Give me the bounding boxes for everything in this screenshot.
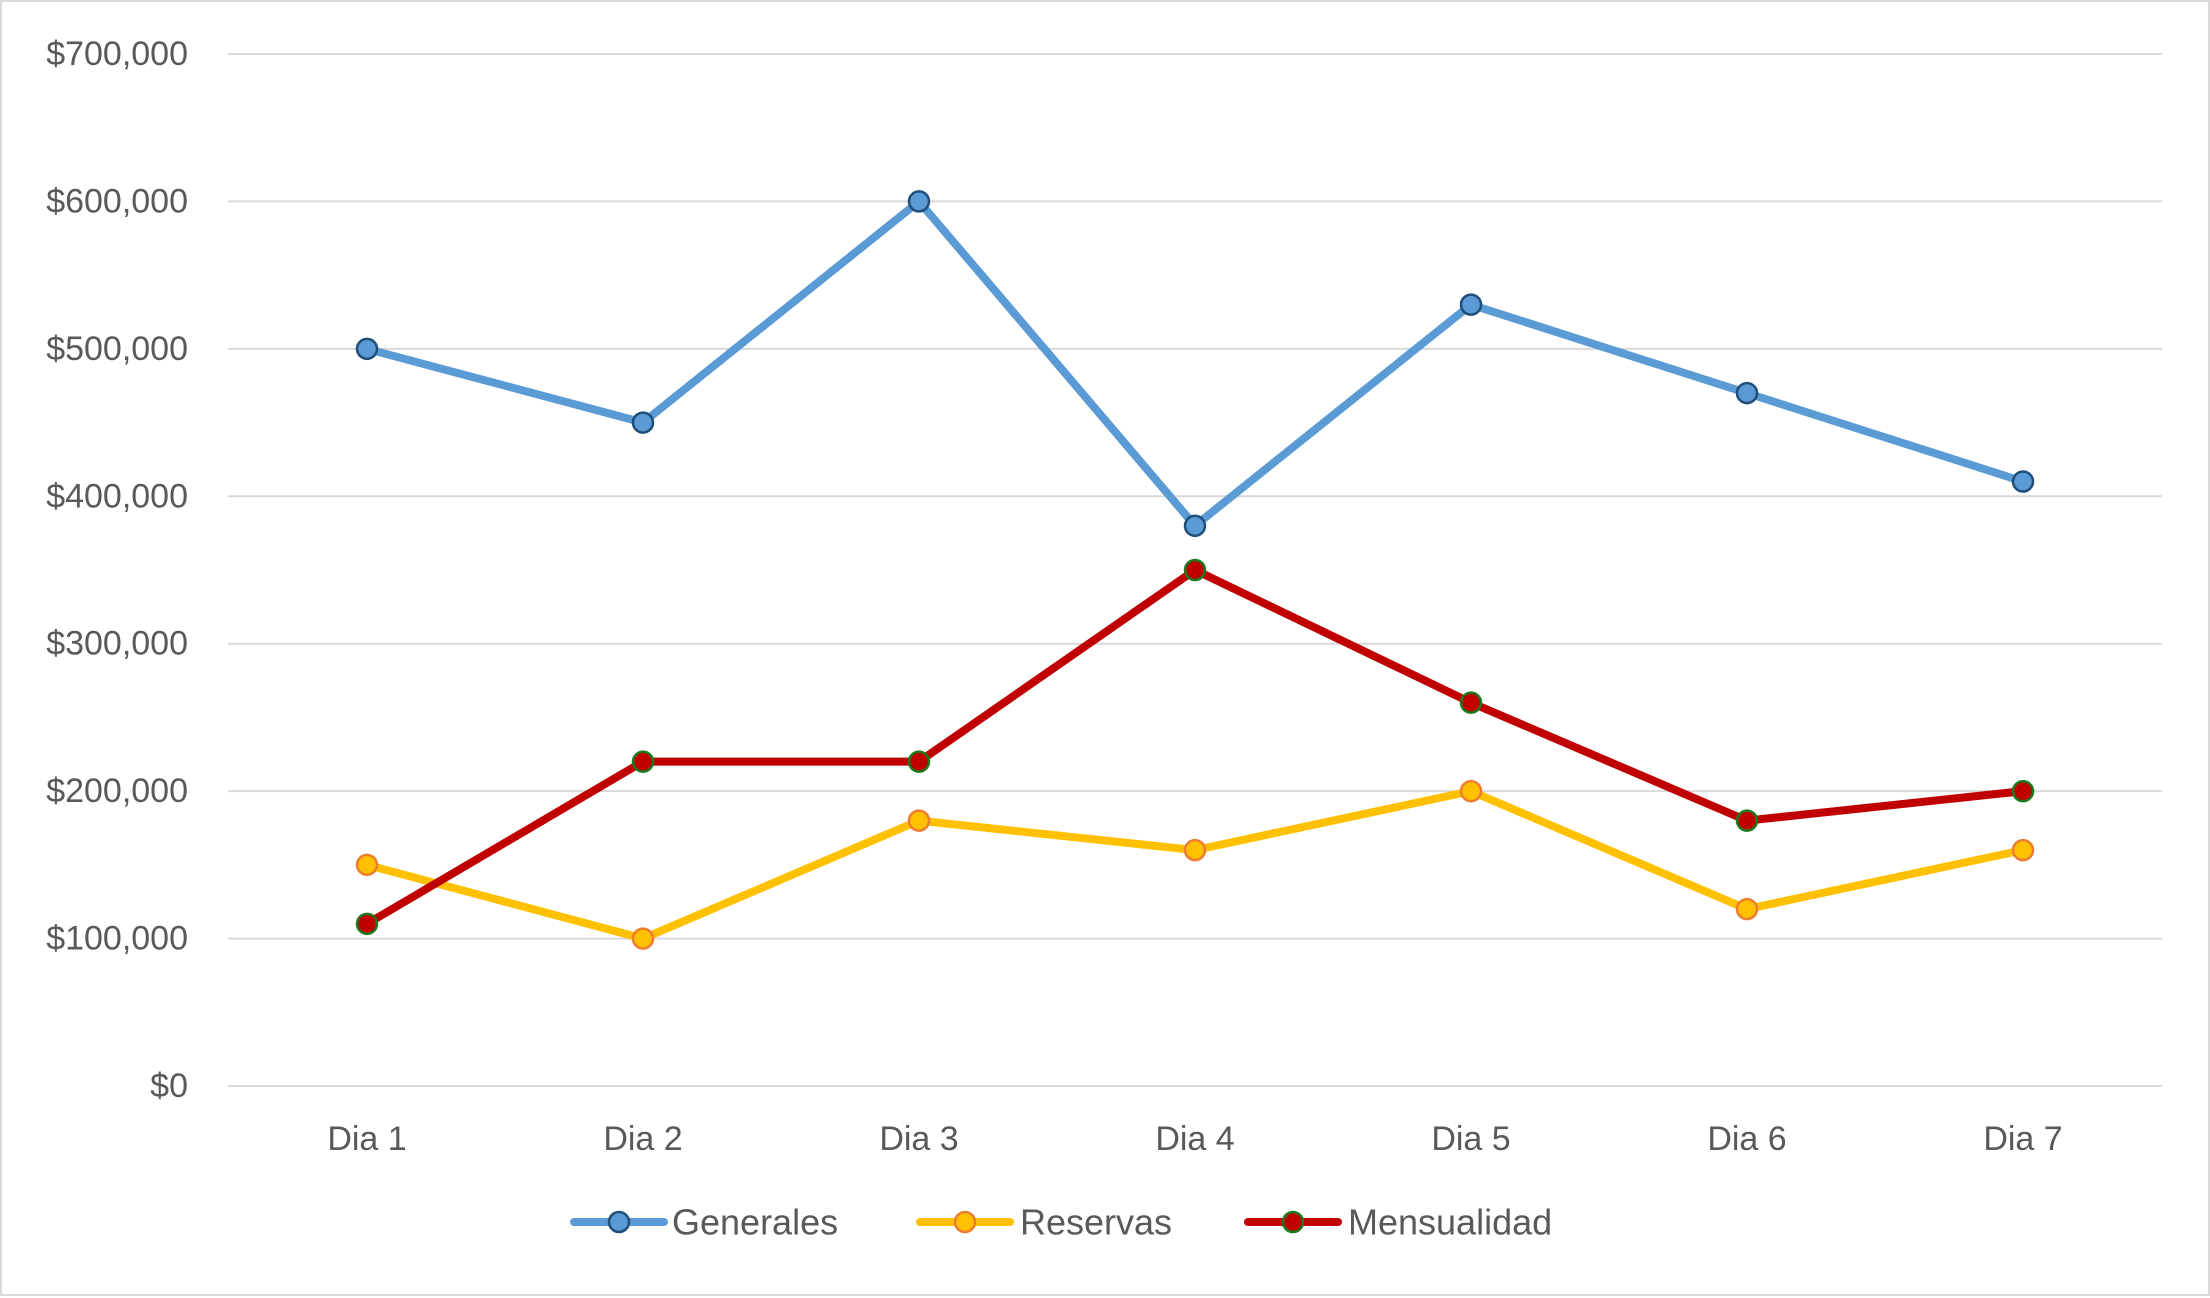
legend-marker-swatch	[607, 1210, 631, 1234]
data-point-generales	[1183, 514, 1207, 538]
y-tick-label: $300,000	[46, 625, 188, 663]
x-tick-label: Dia 2	[603, 1120, 682, 1158]
x-tick-label: Dia 6	[1707, 1120, 1786, 1158]
data-point-reservas	[1459, 779, 1483, 803]
legend-item-mensualidad: Mensualidad	[1244, 1202, 1552, 1243]
legend-marker-swatch	[953, 1210, 977, 1234]
y-tick-label: $0	[150, 1067, 188, 1105]
data-point-reservas	[1183, 838, 1207, 862]
data-point-reservas	[907, 809, 931, 832]
data-point-generales	[907, 190, 931, 213]
series-markers	[355, 190, 2035, 950]
x-tick-label: Dia 1	[327, 1120, 406, 1158]
data-point-generales	[631, 411, 655, 434]
data-point-mensualidad	[631, 750, 655, 773]
legend-label: Generales	[672, 1202, 838, 1243]
y-tick-label: $600,000	[46, 182, 188, 220]
y-tick-label: $700,000	[46, 35, 188, 73]
x-tick-label: Dia 5	[1431, 1120, 1510, 1158]
y-tick-label: $400,000	[46, 477, 188, 515]
series-line-mensualidad	[363, 566, 2027, 928]
data-point-generales	[1735, 381, 1759, 405]
y-axis-tick-labels: $0 $100,000 $200,000 $300,000 $400,000 $500,0…	[46, 35, 188, 1105]
data-point-reservas	[355, 853, 379, 877]
legend-marker-swatch	[1281, 1210, 1305, 1234]
x-tick-label: Dia 3	[879, 1120, 958, 1158]
data-point-generales	[355, 337, 379, 361]
gridlines	[228, 53, 2162, 1087]
legend-item-generales: Generales	[570, 1202, 838, 1243]
legend-item-reservas: Reservas	[916, 1202, 1172, 1243]
data-point-mensualidad	[1459, 691, 1483, 714]
data-point-generales	[2011, 470, 2035, 493]
series-line-generales	[363, 197, 2027, 530]
data-point-mensualidad	[355, 912, 379, 936]
legend-label: Mensualidad	[1348, 1202, 1552, 1243]
data-point-mensualidad	[1183, 558, 1207, 582]
legend-label: Reservas	[1020, 1202, 1172, 1243]
legend: Generales Reservas Mensualidad	[570, 1202, 1552, 1243]
series-line-reservas	[363, 787, 2027, 943]
x-axis-tick-labels: Dia 1 Dia 2 Dia 3 Dia 4 Dia 5 Dia 6 Dia 7	[327, 1120, 2062, 1158]
y-tick-label: $100,000	[46, 920, 188, 958]
data-point-reservas	[631, 927, 655, 950]
y-tick-label: $200,000	[46, 772, 188, 810]
data-point-mensualidad	[1735, 809, 1759, 832]
data-point-reservas	[2011, 838, 2035, 862]
data-point-generales	[1459, 293, 1483, 316]
y-tick-label: $500,000	[46, 330, 188, 368]
data-point-mensualidad	[907, 750, 931, 773]
x-tick-label: Dia 4	[1155, 1120, 1234, 1158]
data-point-reservas	[1735, 897, 1759, 921]
data-point-mensualidad	[2011, 779, 2035, 803]
x-tick-label: Dia 7	[1983, 1120, 2062, 1158]
